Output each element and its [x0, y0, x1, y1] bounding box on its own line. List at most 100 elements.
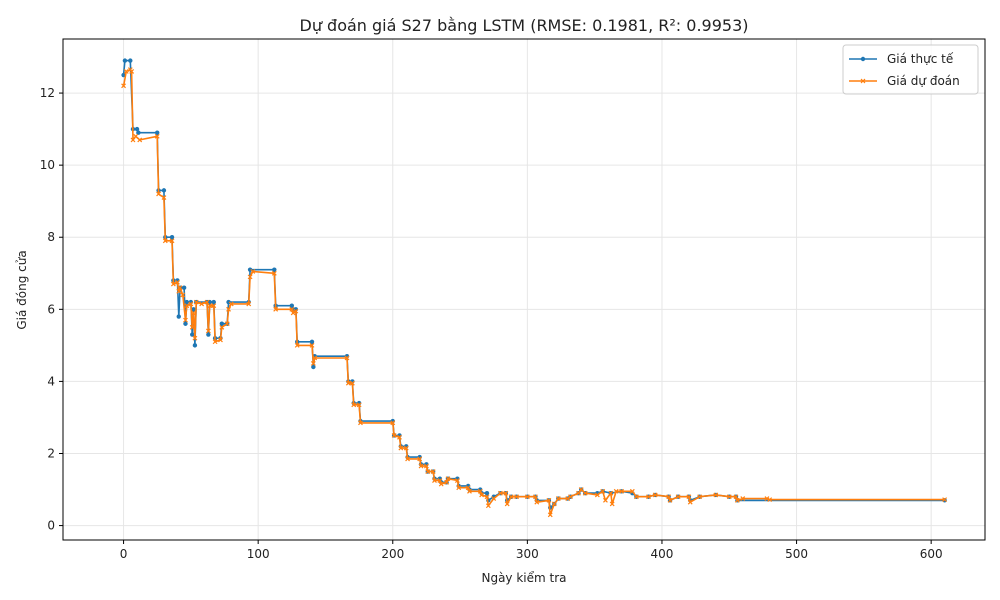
grid — [63, 39, 985, 540]
data-point — [666, 494, 672, 500]
plot-frame — [62, 38, 986, 541]
data-point — [190, 332, 195, 337]
data-point — [403, 445, 409, 451]
data-point — [609, 501, 615, 507]
data-point — [289, 303, 295, 308]
data-point — [133, 133, 139, 139]
data-point — [169, 238, 175, 244]
x-tick-label: 400 — [651, 547, 674, 561]
data-point — [123, 69, 129, 74]
data-point — [191, 307, 196, 312]
data-point — [619, 488, 625, 494]
y-tick-label: 8 — [47, 230, 55, 244]
data-point — [191, 310, 196, 316]
data-point — [205, 328, 211, 334]
data-point — [568, 494, 573, 500]
series-layer — [121, 58, 948, 518]
data-point — [228, 301, 234, 307]
data-point — [122, 58, 128, 63]
data-point — [226, 306, 231, 312]
data-point — [246, 301, 252, 307]
data-point — [156, 191, 161, 197]
data-point — [137, 137, 143, 143]
data-point — [417, 456, 423, 462]
data-point — [551, 501, 557, 507]
y-tick-label: 12 — [40, 86, 55, 100]
data-point — [180, 292, 186, 298]
y-tick-label: 2 — [47, 446, 55, 460]
data-point — [418, 463, 424, 469]
data-point — [555, 496, 561, 501]
data-point — [224, 321, 230, 327]
data-point — [432, 478, 437, 483]
data-point — [445, 476, 451, 482]
data-point — [169, 235, 175, 240]
data-point — [271, 270, 277, 276]
data-point — [391, 433, 397, 438]
data-point — [130, 137, 136, 143]
data-point — [533, 494, 538, 500]
data-point — [211, 303, 217, 309]
data-point — [479, 492, 485, 498]
y-tick-label: 10 — [40, 158, 55, 172]
data-point — [177, 285, 183, 291]
data-point — [272, 267, 277, 272]
data-point — [183, 317, 188, 323]
data-point — [351, 402, 357, 408]
data-point — [608, 490, 614, 496]
data-point — [155, 130, 160, 135]
series-2 — [121, 67, 948, 518]
data-point — [477, 488, 483, 494]
x-axis-ticks: 0 100 200 300 400 500 600 — [120, 540, 943, 561]
data-point — [467, 488, 472, 494]
data-point — [547, 512, 553, 518]
data-point — [309, 339, 315, 344]
data-point — [594, 492, 600, 498]
x-tick-label: 300 — [516, 547, 539, 561]
data-point — [629, 488, 635, 494]
data-point — [199, 301, 205, 307]
data-point — [582, 490, 588, 496]
data-point — [398, 445, 404, 451]
legend-label: Giá thực tế — [887, 52, 954, 66]
data-point — [686, 494, 692, 500]
legend-marker — [860, 56, 866, 62]
data-point — [484, 494, 490, 500]
data-point — [524, 494, 530, 500]
data-point — [136, 130, 141, 135]
data-point — [162, 238, 168, 244]
x-tick-label: 600 — [920, 547, 943, 561]
data-point — [189, 324, 195, 330]
data-point — [437, 478, 443, 483]
data-point — [358, 420, 363, 426]
data-point — [311, 364, 316, 370]
data-point — [181, 285, 187, 290]
data-point — [247, 267, 253, 272]
y-tick-label: 6 — [47, 302, 55, 316]
data-point — [344, 355, 350, 361]
data-point — [174, 279, 180, 285]
data-point — [484, 490, 490, 496]
data-point — [465, 485, 471, 491]
data-point — [273, 306, 279, 312]
data-point — [600, 488, 606, 494]
data-point — [713, 492, 719, 498]
data-point — [444, 479, 450, 485]
x-axis-label: Ngày kiểm tra — [481, 571, 566, 585]
data-point — [188, 301, 194, 307]
data-point — [456, 485, 462, 491]
legend: Giá thực tế Giá dự đoán — [842, 44, 979, 95]
data-point — [309, 342, 315, 348]
data-point — [176, 288, 182, 294]
data-point — [430, 469, 436, 474]
x-tick-label: 0 — [120, 547, 128, 561]
y-axis-ticks: 0 2 4 6 8 10 12 — [40, 86, 63, 533]
data-point — [312, 355, 318, 361]
data-point — [405, 456, 410, 462]
data-point — [356, 402, 362, 408]
legend-marker — [860, 78, 866, 84]
data-point — [646, 494, 651, 500]
data-point — [740, 496, 746, 501]
x-tick-label: 100 — [247, 547, 270, 561]
